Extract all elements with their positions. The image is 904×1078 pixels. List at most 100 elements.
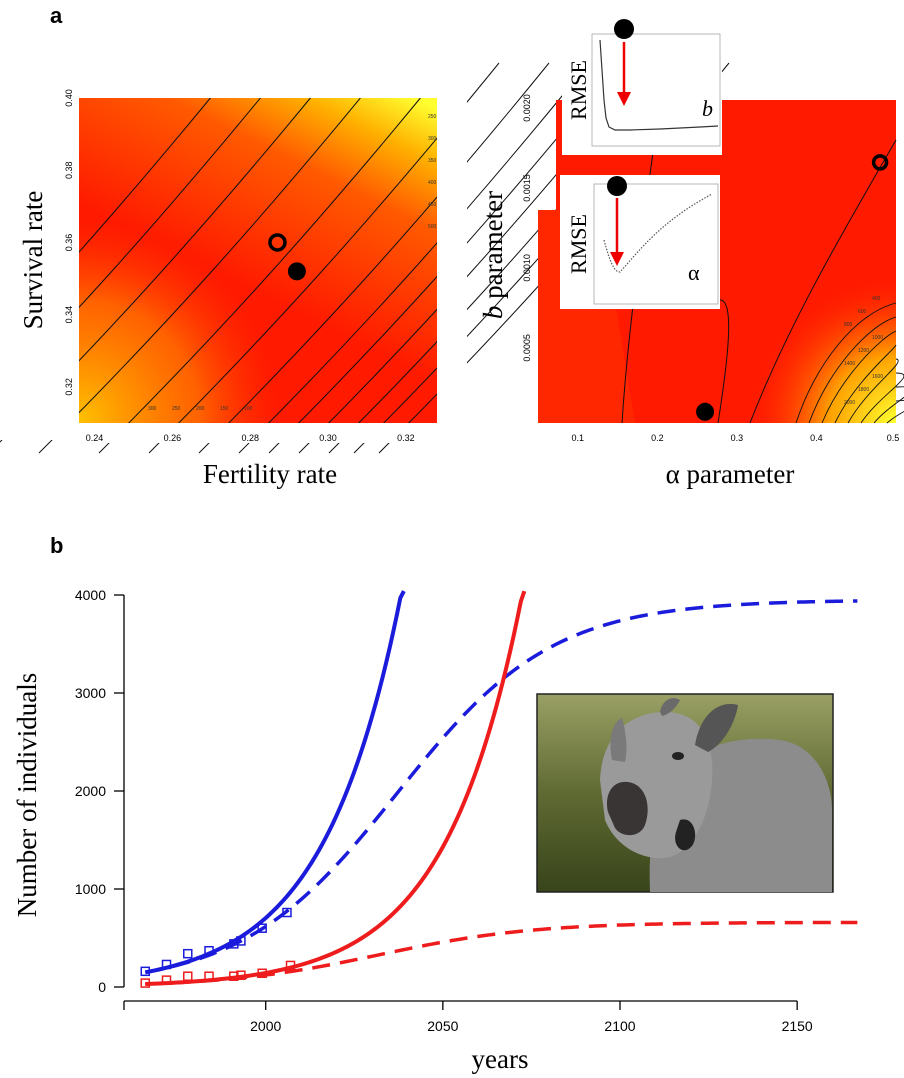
- contour-right-line: [717, 299, 730, 424]
- blue-observed-point: [229, 939, 239, 949]
- contour-left-line: [238, 62, 590, 454]
- blue-observed-point: [140, 966, 151, 977]
- contour-right-label: 1600: [872, 374, 883, 380]
- points-b: [140, 907, 296, 988]
- panel-label-b: b: [50, 533, 63, 558]
- contour-left-line: [0, 62, 290, 392]
- contour-right-label: 1000: [872, 335, 883, 341]
- x-tick-label-right: 0.2: [651, 433, 664, 443]
- contour-left-label: 450: [428, 202, 437, 208]
- x-tick-label-b: 2000: [250, 1018, 281, 1034]
- rhino-mouth: [606, 781, 648, 836]
- x-axis-title-right: α parameter: [666, 459, 795, 489]
- open-marker: [268, 233, 287, 252]
- contour-left-line: [98, 62, 450, 454]
- x-tick-label-left: 0.32: [397, 433, 415, 443]
- heatmap-right: 400 600 800 1000 1200 1400 1600 1800 2000 0.1 0.2…: [522, 19, 904, 443]
- contour-left-label: 400: [428, 180, 437, 186]
- x-tick-label-right: 0.3: [731, 433, 744, 443]
- contour-right-line: [821, 330, 897, 424]
- contour-right-line: [886, 400, 904, 424]
- contour-right-label: 600: [858, 309, 867, 315]
- rhino-photo: [536, 693, 834, 893]
- red-observed-point: [204, 971, 214, 981]
- inset-rmse-alpha: RMSE α: [560, 175, 720, 309]
- blue-dashed-line: [144, 599, 858, 975]
- red-dashed-line: [145, 920, 858, 986]
- inset-rmse-b: RMSE b: [562, 19, 722, 155]
- mask-right: [437, 60, 467, 440]
- rhino-ear-left: [660, 698, 680, 716]
- blue-observed-point: [282, 907, 292, 918]
- mask-left: [0, 60, 79, 440]
- rhino-ear: [695, 704, 738, 752]
- contour-right-line: [834, 344, 897, 424]
- mask-bottom: [60, 423, 460, 443]
- red-observed-point: [236, 970, 246, 980]
- inset-b-param: b: [702, 96, 713, 121]
- markers-right: [696, 154, 889, 421]
- blue-observed-point: [236, 936, 246, 946]
- markers-left: [268, 233, 306, 281]
- y-tick-label-left: 0.40: [64, 89, 74, 107]
- blue-observed-point: [161, 959, 172, 970]
- red-observed-point: [257, 968, 267, 979]
- blue-observed-point: [183, 948, 193, 959]
- x-axis-title-left: Fertility rate: [203, 459, 337, 489]
- y-tick-label-right: 0.0020: [522, 94, 532, 122]
- contour-right-label: 1800: [858, 387, 869, 393]
- ticks-left: 0.24 0.26 0.28 0.30 0.32 0.32 0.34 0.36 0.38 0.40: [64, 89, 415, 443]
- red-observed-point: [285, 960, 296, 971]
- contour-right-label: 1200: [858, 348, 869, 354]
- contour-left-label: 350: [428, 158, 437, 164]
- inset-alpha-param: α: [688, 260, 700, 285]
- inset-alpha-dot: [607, 176, 627, 196]
- panel-label-a: a: [50, 3, 63, 28]
- rhino-horn: [610, 718, 627, 762]
- contour-right-line: [749, 139, 897, 424]
- y-tick-label-left: 0.34: [64, 306, 74, 324]
- ticks-right: 0.1 0.2 0.3 0.4 0.5 0.0005 0.0010 0.0015 0.0020: [522, 94, 899, 443]
- contour-left-label: 150: [220, 406, 229, 412]
- y-tick-label-right: 0.0005: [522, 334, 532, 362]
- filled-marker: [696, 402, 715, 421]
- contour-left-line: [198, 62, 550, 454]
- x-tick-label-left: 0.26: [164, 433, 182, 443]
- red-observed-point: [161, 975, 172, 985]
- mask-top: [60, 40, 460, 98]
- open-marker: [871, 154, 889, 171]
- contour-left-label: 300: [148, 406, 157, 412]
- x-tick-label-right: 0.1: [572, 433, 585, 443]
- contour-right-line: [873, 386, 904, 424]
- x-tick-label-left: 0.30: [319, 433, 337, 443]
- inset-b-dot: [614, 19, 634, 39]
- y-tick-label-left: 0.32: [64, 378, 74, 396]
- y-axis-title-right-rest: parameter: [478, 191, 508, 306]
- rhino-eye: [672, 752, 684, 760]
- y-tick-label-left: 0.36: [64, 234, 74, 252]
- contour-left-line: [38, 62, 390, 454]
- contour-right-label: 1400: [844, 361, 855, 367]
- y-axis-title-left: Survival rate: [18, 191, 48, 330]
- y-axis-title-right: b parameter: [478, 191, 508, 319]
- x-tick-label-b: 2050: [427, 1018, 458, 1034]
- blue-solid-line: [144, 590, 406, 975]
- contour-right-line: [860, 372, 904, 424]
- y-tick-label-right: 0.0015: [522, 174, 532, 202]
- x-tick-label-b: 2150: [782, 1018, 813, 1034]
- blue-observed-point: [257, 923, 267, 933]
- y-tick-label-b: 2000: [75, 783, 106, 799]
- y-axis-title-b: Number of individuals: [12, 673, 42, 917]
- red-observed-point: [140, 978, 151, 988]
- y-tick-label-b: 3000: [75, 685, 106, 701]
- y-tick-label-b: 0: [98, 979, 106, 995]
- contour-right-line: [847, 358, 899, 424]
- red-observed-point: [229, 971, 239, 981]
- contours-left: 300 250 200 150 100 250 300 350 400 450 500: [0, 40, 730, 454]
- red-observed-point: [183, 971, 193, 981]
- x-tick-label-right: 0.4: [810, 433, 823, 443]
- blue-observed-point: [204, 945, 214, 956]
- inset-alpha-curve: [603, 193, 713, 273]
- x-tick-label-left: 0.28: [241, 433, 259, 443]
